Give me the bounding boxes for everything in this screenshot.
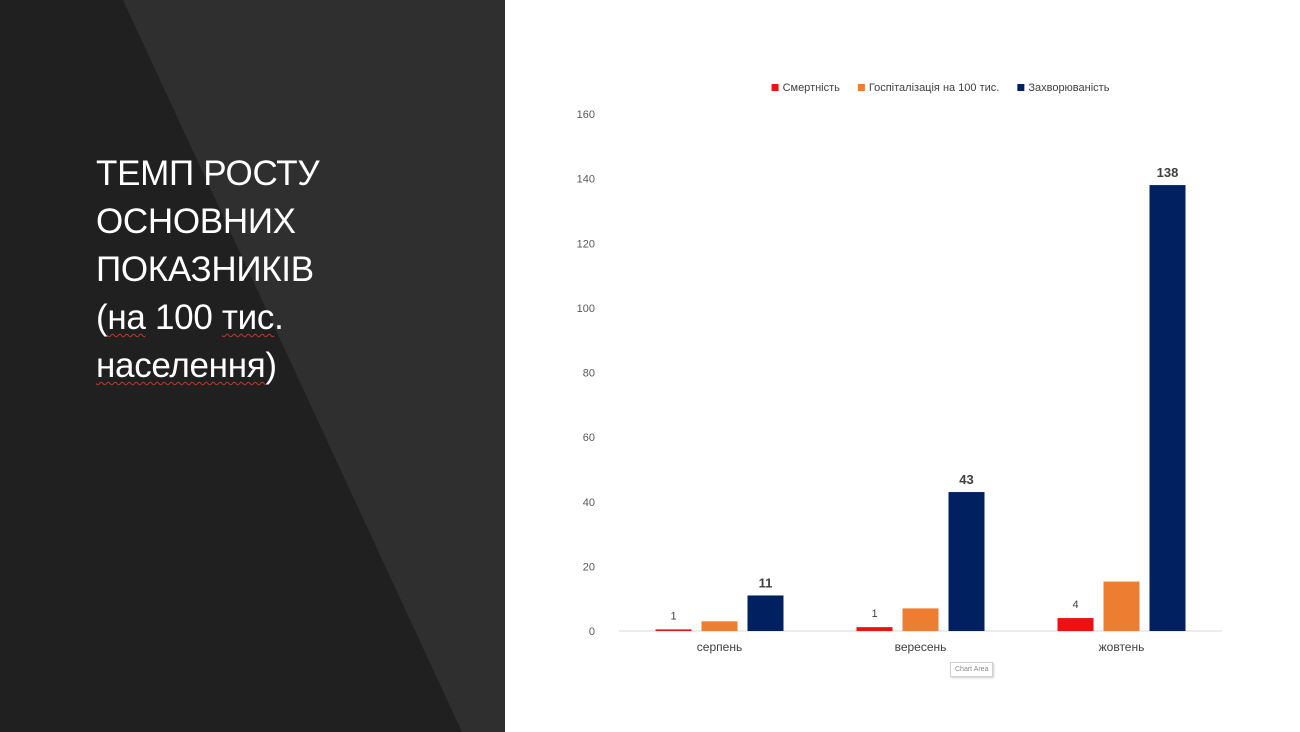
y-tick-label: 120 [577,238,595,250]
x-axis: серпень вересень жовтень [697,640,1145,654]
title-text: ) [265,346,277,385]
y-tick-label: 100 [577,303,595,315]
bar-hospitalization-1[interactable] [701,621,738,631]
legend-swatch [1017,84,1025,91]
data-label: 1 [670,610,676,622]
y-tick-label: 60 [583,432,595,444]
x-tick-label: вересень [895,640,947,654]
chart-legend: Смертність Госпіталізація на 100 тис. Захв… [771,82,1110,94]
title-text: 100 [145,298,222,337]
title-word-spellcheck: населення [96,346,266,385]
bar-morbidity-1[interactable] [747,595,784,631]
title-line: ТЕМП РОСТУ [96,150,456,198]
x-tick-label: серпень [697,640,742,654]
title-line: населення) [96,342,456,390]
legend-label: Госпіталізація на 100 тис. [869,82,999,94]
panel-background [0,0,505,732]
legend-swatch [771,84,779,91]
bar-hospitalization-2[interactable] [902,608,939,631]
data-label: 1 [871,608,877,620]
bar-mortality-1[interactable] [655,629,692,631]
panel-diagonal-stripe [123,0,505,732]
y-tick-label: 160 [577,109,595,121]
title-line: ПОКАЗНИКІВ [96,246,456,294]
title-panel: ТЕМП РОСТУ ОСНОВНИХ ПОКАЗНИКІВ (на 100 тис.… [0,0,505,732]
y-axis: 0 20 40 60 80 100 120 140 160 [577,109,595,638]
bar-chart[interactable]: Смертність Госпіталізація на 100 тис. Захв… [505,0,1300,732]
bar-mortality-3[interactable] [1057,618,1094,631]
data-label: 43 [959,472,973,487]
y-tick-label: 140 [577,174,595,186]
title-text: . [274,298,284,337]
legend-swatch [857,84,865,91]
title-text: ПОКАЗНИКІВ [96,250,314,289]
title-text: ТЕМП РОСТУ [96,154,320,193]
legend-label: Смертність [783,82,841,94]
slide-title: ТЕМП РОСТУ ОСНОВНИХ ПОКАЗНИКІВ (на 100 тис.… [96,150,456,390]
data-label: 11 [759,575,773,590]
title-text: ( [96,298,108,337]
bar-morbidity-2[interactable] [948,492,985,631]
title-word-spellcheck: на [107,298,146,337]
chart-area-tooltip: Chart Area [950,662,994,677]
bar-hospitalization-3[interactable] [1103,581,1140,631]
bar-mortality-2[interactable] [856,627,893,631]
title-word-spellcheck: тис [221,298,275,337]
x-tick-label: жовтень [1099,640,1145,654]
title-text: ОСНОВНИХ [96,202,296,241]
data-label: 4 [1072,599,1078,611]
y-tick-label: 80 [583,368,595,380]
y-tick-label: 20 [583,561,595,573]
title-line: ОСНОВНИХ [96,198,456,246]
y-tick-label: 40 [583,497,595,509]
data-label: 138 [1157,165,1179,180]
title-line: (на 100 тис. [96,294,456,342]
bar-morbidity-3[interactable] [1149,185,1186,631]
bar-series [655,185,1186,631]
y-tick-label: 0 [589,626,595,638]
legend-label: Захворюваність [1028,82,1109,94]
